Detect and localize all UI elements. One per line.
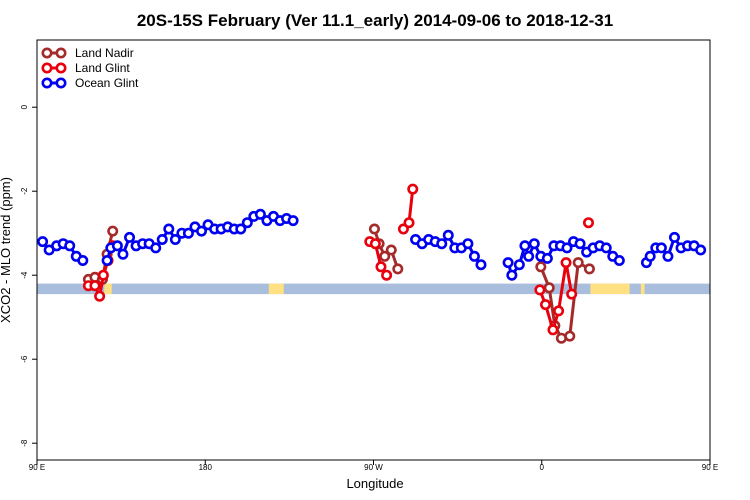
chart-title: 20S-15S February (Ver 11.1_early) 2014-0… xyxy=(137,11,613,30)
x-tick-label: 0 xyxy=(540,463,545,472)
data-point xyxy=(381,269,393,281)
legend-marker xyxy=(55,47,67,59)
data-point xyxy=(613,254,625,266)
data-point xyxy=(523,250,535,262)
data-point xyxy=(513,259,525,271)
data-point xyxy=(566,288,578,300)
y-tick-label: -6 xyxy=(20,355,29,363)
series-layer xyxy=(37,183,707,344)
series-ocean-glint xyxy=(37,208,707,281)
data-point xyxy=(582,217,594,229)
data-point xyxy=(196,225,208,237)
data-point xyxy=(97,269,109,281)
data-point xyxy=(101,254,113,266)
data-point xyxy=(572,257,584,269)
data-point xyxy=(392,263,404,275)
data-point xyxy=(644,250,656,262)
data-point xyxy=(89,280,101,292)
y-tick-label: -2 xyxy=(20,187,29,195)
land-band-segment xyxy=(268,283,284,295)
data-point xyxy=(124,231,136,243)
data-point xyxy=(543,282,555,294)
data-point xyxy=(541,252,553,264)
ocean-band xyxy=(37,283,710,295)
data-point xyxy=(442,229,454,241)
data-point xyxy=(369,238,381,250)
data-point xyxy=(407,183,419,195)
y-axis-label: XCO2 - MLO trend (ppm) xyxy=(0,177,13,323)
data-point xyxy=(506,269,518,281)
data-point xyxy=(534,284,546,296)
data-point xyxy=(502,257,514,269)
land-band-segment xyxy=(104,283,112,295)
data-point xyxy=(241,217,253,229)
data-point xyxy=(528,238,540,250)
data-point xyxy=(77,254,89,266)
data-point xyxy=(287,215,299,227)
land-band-segment xyxy=(590,283,630,295)
data-point xyxy=(235,223,247,235)
data-point xyxy=(553,305,565,317)
legend-marker xyxy=(41,47,53,59)
land-band-segment xyxy=(640,283,645,295)
data-point xyxy=(163,223,175,235)
legend-marker xyxy=(41,62,53,74)
data-point xyxy=(574,238,586,250)
data-point xyxy=(368,223,380,235)
legend-marker xyxy=(55,77,67,89)
data-point xyxy=(535,261,547,273)
data-point xyxy=(385,244,397,256)
data-point xyxy=(519,240,531,252)
data-point xyxy=(475,259,487,271)
data-point xyxy=(150,242,162,254)
x-tick-label: 90 W xyxy=(364,463,383,472)
y-axis: 0 -2 -4 -6 -8 xyxy=(20,104,37,447)
data-point xyxy=(560,257,572,269)
y-tick-label: -8 xyxy=(20,439,29,447)
y-tick-label: 0 xyxy=(20,104,29,109)
data-point xyxy=(94,290,106,302)
y-tick-label: -4 xyxy=(20,271,29,279)
data-point xyxy=(655,242,667,254)
legend-marker xyxy=(41,77,53,89)
data-point xyxy=(436,238,448,250)
data-point xyxy=(156,234,168,246)
data-point xyxy=(547,324,559,336)
x-axis: 90 E 180 90 W 0 90 E xyxy=(29,460,718,472)
x-tick-label: 90 E xyxy=(29,463,45,472)
data-point xyxy=(403,217,415,229)
legend-marker xyxy=(55,62,67,74)
data-point xyxy=(64,240,76,252)
data-point xyxy=(561,242,573,254)
data-point xyxy=(462,238,474,250)
data-point xyxy=(111,240,123,252)
data-point xyxy=(379,250,391,262)
data-point xyxy=(117,248,129,260)
data-point xyxy=(555,332,567,344)
data-point xyxy=(662,250,674,262)
legend-label: Land Glint xyxy=(75,61,130,75)
land-ocean-band xyxy=(37,283,710,295)
data-point xyxy=(539,299,551,311)
x-axis-label: Longitude xyxy=(346,476,403,491)
data-point xyxy=(468,250,480,262)
data-point xyxy=(583,263,595,275)
legend-label: Land Nadir xyxy=(75,46,134,60)
legend-label: Ocean Glint xyxy=(75,76,139,90)
data-point xyxy=(668,231,680,243)
data-point xyxy=(564,330,576,342)
data-point xyxy=(600,242,612,254)
data-point xyxy=(169,234,181,246)
data-point xyxy=(695,244,707,256)
data-point xyxy=(107,225,119,237)
x-tick-label: 180 xyxy=(199,463,213,472)
x-tick-label: 90 E xyxy=(702,463,718,472)
data-point xyxy=(254,208,266,220)
data-point xyxy=(375,261,387,273)
data-point xyxy=(182,227,194,239)
data-point xyxy=(37,236,49,248)
